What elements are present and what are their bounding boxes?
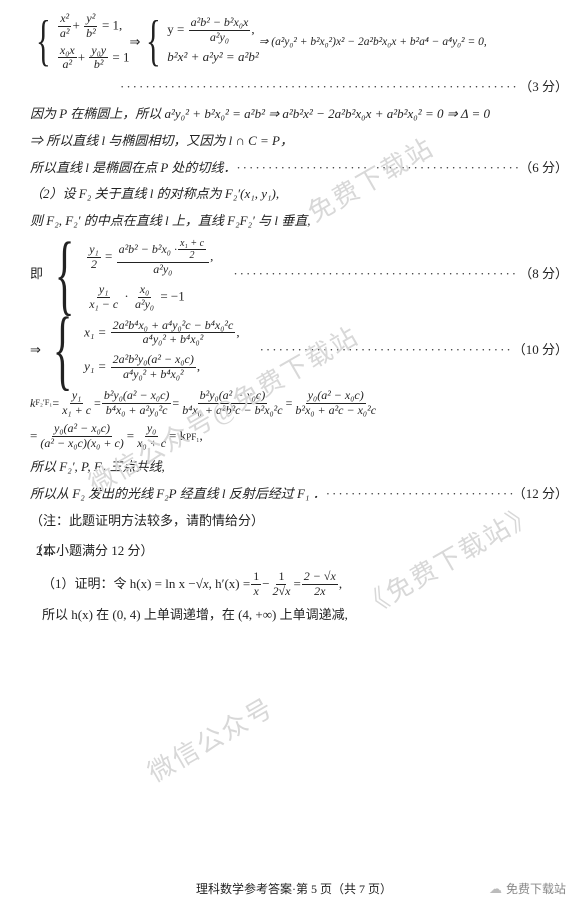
slope-equation: kF₂′F₁ = y₁x₁ + c = b²y₀(a² − x₀c)b⁴x₀ +… xyxy=(30,389,568,418)
text-line: 所以直线 l 是椭圆在点 P 处的切线． xyxy=(30,158,236,179)
slope-equation-2: = y₀(a² − x₀c)(a² − x₀c)(x₀ + c) = y₀x₀ … xyxy=(30,422,568,451)
text-line: 则 F₂, F₂′ 的中点在直线 l 上，直线 F₂F₂′ 与 l 垂直, xyxy=(30,211,568,232)
text-line: ⇒ 所以直线 l 与椭圆相切，又因为 l ∩ C = P， xyxy=(30,131,568,152)
collinear-line: 所以 F₂′, P, F₁ 三点共线, xyxy=(30,457,568,478)
text-line: 因为 P 在椭圆上，所以 a²y₀² + b²x₀² = a²b² ⇒ a²b²… xyxy=(30,104,568,125)
question-number: 21． xyxy=(36,541,62,562)
cloud-icon: ☁ xyxy=(489,881,502,897)
proof-line: （1）证明：令 h(x) = ln x − √x, h′(x) = 1x − 1… xyxy=(30,570,568,599)
watermark: 微信公众号 xyxy=(140,687,280,789)
equation-system-result: ⇒ { x₁ = 2a²b⁴x₀ + a⁴y₀²c − b⁴x₀²ca⁴y₀² … xyxy=(30,316,568,384)
footer-logo: ☁ 免费下载站 xyxy=(489,880,566,897)
text-line: （2）设 F₂ 关于直线 l 的对称点为 F₂′(x₁, y₁), xyxy=(30,184,568,205)
reflection-line: 所以从 F₂ 发出的光线 F₂P 经直线 l 反射后经过 F₁ ． xyxy=(30,484,326,505)
equation-system-ji: 即 { y₁2 = a²b² − b²x₀ ·x₁ + c2 a²y₀ , y₁… xyxy=(30,238,568,311)
equation-system-1: { x²a²+ y²b² = 1, x₀xa²+ y₀yb² = 1 ⇒ { y… xyxy=(30,12,568,72)
score-12: （12 分） xyxy=(513,484,568,505)
monotone-line: 所以 h(x) 在 (0, 4) 上单调递增，在 (4, +∞) 上单调递减, xyxy=(30,605,568,626)
note-line: （注：此题证明方法较多，请酌情给分） xyxy=(30,511,568,532)
score-10: （10 分） xyxy=(513,340,568,361)
score-8: （8 分） xyxy=(519,264,568,285)
page-content: { x²a²+ y²b² = 1, x₀xa²+ y₀yb² = 1 ⇒ { y… xyxy=(0,0,588,640)
score-6: （6 分） xyxy=(519,158,568,179)
score-3: （3 分） xyxy=(519,77,568,98)
dots: ········································… xyxy=(120,77,519,98)
